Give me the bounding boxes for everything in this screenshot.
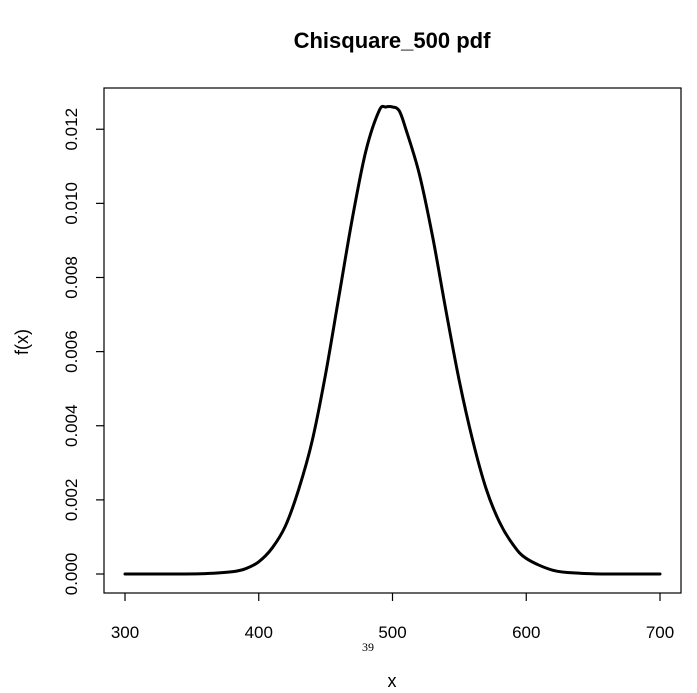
- x-tick-label: 300: [111, 623, 139, 642]
- chart-title: Chisquare_500 pdf: [294, 28, 492, 53]
- y-tick-label: 0.004: [62, 404, 81, 447]
- y-tick-label: 0.006: [62, 330, 81, 373]
- plot-frame: [103, 87, 682, 594]
- y-tick-label: 0.002: [62, 479, 81, 522]
- y-axis-label: f(x): [12, 329, 32, 355]
- y-tick-label: 0.010: [62, 182, 81, 225]
- pdf-curve: [123, 104, 662, 576]
- x-tick-label: 600: [512, 623, 540, 642]
- x-axis-label: x: [388, 671, 397, 691]
- x-tick-label: 500: [378, 623, 406, 642]
- y-axis: 0.000 0.002 0.004 0.006 0.008 0.010 0.012: [62, 108, 104, 595]
- x-tick-label: 400: [245, 623, 273, 642]
- x-axis: 300 400 500 600 700: [111, 593, 674, 642]
- y-tick-label: 0.000: [62, 553, 81, 596]
- y-tick-label: 0.012: [62, 108, 81, 151]
- y-tick-label: 0.008: [62, 256, 81, 299]
- page-number: 39: [362, 640, 374, 654]
- x-tick-label: 700: [646, 623, 674, 642]
